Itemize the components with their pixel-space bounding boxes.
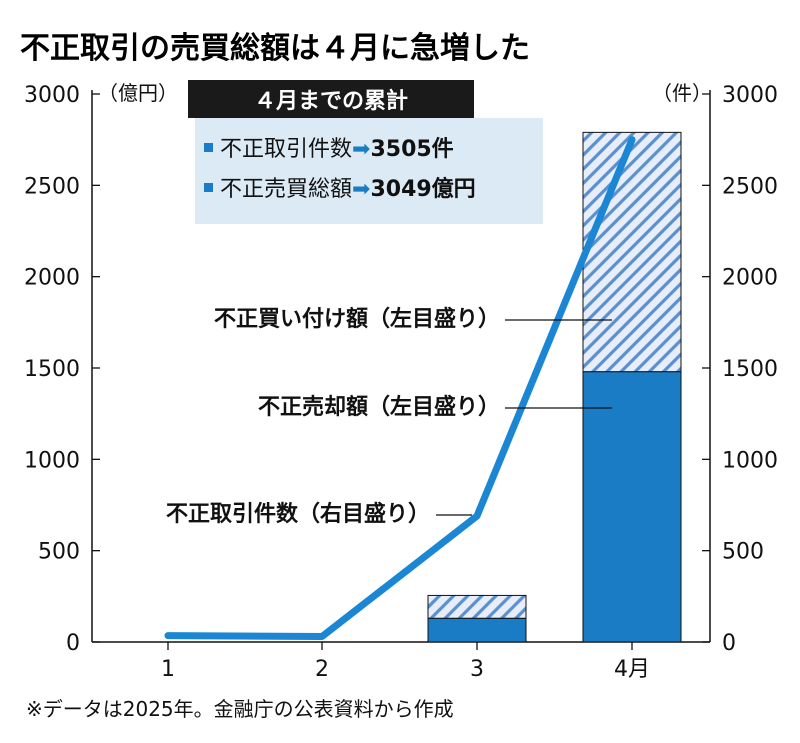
label-purchase-amount-name: 不正買い付け額（左目盛り） <box>214 306 500 332</box>
label-transaction-count-name: 不正取引件数（右目盛り） <box>166 501 430 527</box>
summary-item-2-value: 3049億円 <box>370 176 475 202</box>
summary-box-title: ４月までの累計 <box>254 88 408 114</box>
left-axis-unit: （億円） <box>98 81 178 105</box>
summary-bullet-2 <box>204 183 213 192</box>
right-tick-label: 500 <box>722 540 764 565</box>
right-tick-label: 1000 <box>722 448 778 473</box>
summary-item-1-value: 3505件 <box>370 137 453 162</box>
right-tick-label: 2500 <box>722 174 778 199</box>
right-tick-label: 2000 <box>722 266 778 291</box>
label-sale-amount: 不正売却額（左目盛り） <box>258 394 500 420</box>
left-axis-ticks: 0 500 1000 1500 2000 2500 3000 <box>24 83 100 656</box>
x-category-label: 4月 <box>614 657 650 682</box>
series-line-group <box>164 136 636 641</box>
bars <box>427 131 682 643</box>
right-tick-label: 0 <box>722 631 736 656</box>
left-tick-label: 1500 <box>24 357 80 382</box>
bar-purchase-3 <box>427 594 527 619</box>
label-purchase-amount: 不正買い付け額（左目盛り） <box>214 306 500 332</box>
summary-item-2-label: 不正売買総額 <box>220 177 352 202</box>
chart-title: 不正取引の売買総額は４月に急増した <box>20 31 530 66</box>
x-axis-categories: 1 2 3 4月 <box>161 642 650 682</box>
line-transaction-count <box>164 136 636 641</box>
arrow-icon: ➡ <box>352 177 370 202</box>
arrow-icon: ➡ <box>352 137 370 162</box>
bar-purchase-4 <box>582 131 682 373</box>
x-category-label: 2 <box>315 657 329 682</box>
summary-item-1: 不正取引件数➡3505件 <box>220 137 454 162</box>
summary-bullet-1 <box>204 143 213 152</box>
label-sale-amount-name: 不正売却額（左目盛り） <box>258 394 500 420</box>
summary-item-2: 不正売買総額➡3049億円 <box>220 176 476 202</box>
x-category-label: 1 <box>161 657 175 682</box>
left-tick-label: 1000 <box>24 448 80 473</box>
label-transaction-count: 不正取引件数（右目盛り） <box>166 501 430 527</box>
left-tick-label: 2500 <box>24 174 80 199</box>
summary-box-header <box>188 80 474 118</box>
bar-sale-4 <box>582 371 682 643</box>
bar-sale-3 <box>427 617 527 643</box>
left-tick-label: 500 <box>38 540 80 565</box>
summary-item-1-label: 不正取引件数 <box>220 137 352 162</box>
right-axis-ticks: 0 500 1000 1500 2000 2500 3000 <box>702 83 778 656</box>
summary-box-background <box>195 118 543 224</box>
right-axis-unit: （件） <box>652 81 712 105</box>
right-tick-label: 1500 <box>722 357 778 382</box>
left-tick-label: 2000 <box>24 266 80 291</box>
left-tick-label: 3000 <box>24 83 80 108</box>
right-tick-label: 3000 <box>722 83 778 108</box>
x-category-label: 3 <box>470 657 484 682</box>
summary-box: ４月までの累計 不正取引件数➡3505件 不正売買総額➡3049億円 <box>188 80 543 224</box>
left-tick-label: 0 <box>66 631 80 656</box>
source-note: ※データは2025年。金融庁の公表資料から作成 <box>26 697 454 721</box>
